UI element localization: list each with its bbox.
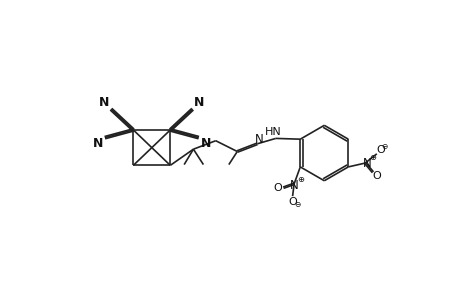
Text: O: O bbox=[372, 171, 381, 181]
Text: N: N bbox=[289, 179, 298, 192]
Text: N: N bbox=[194, 97, 204, 110]
Text: N: N bbox=[200, 137, 210, 150]
Text: N: N bbox=[93, 137, 103, 150]
Text: O: O bbox=[288, 196, 297, 206]
Text: ⊕: ⊕ bbox=[296, 175, 303, 184]
Text: ⊖: ⊖ bbox=[294, 200, 301, 209]
Text: O: O bbox=[273, 183, 282, 193]
Text: HN: HN bbox=[264, 127, 281, 137]
Text: N: N bbox=[99, 97, 109, 110]
Text: O: O bbox=[375, 145, 384, 155]
Text: N: N bbox=[362, 157, 370, 169]
Text: ⊖: ⊖ bbox=[381, 142, 387, 152]
Text: ⊕: ⊕ bbox=[369, 153, 375, 162]
Text: N: N bbox=[255, 134, 263, 146]
